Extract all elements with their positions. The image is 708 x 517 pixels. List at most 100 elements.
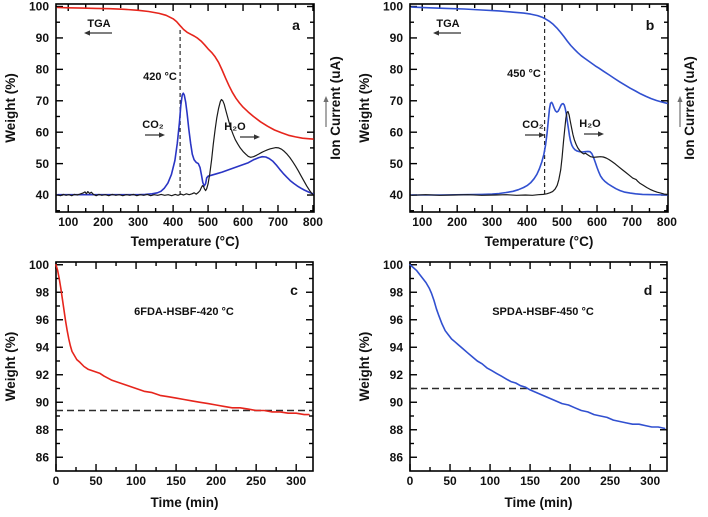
temp-annotation: 450 °C [507,68,541,80]
h2o-ion-current-curve [57,98,314,197]
panel-letter: a [292,17,300,33]
x-tick-label: 600 [587,215,607,229]
x-axis-title: Temperature (°C) [131,234,240,249]
x-tick-label: 800 [303,215,323,229]
y-tick-label: 100 [29,0,49,14]
y-tick-label: 90 [390,31,404,45]
y-tick-label: 40 [36,188,50,202]
plot-frame [55,3,315,213]
plot-frame [409,261,668,472]
panel-letter: b [646,17,655,33]
co2-label: CO₂ [142,119,164,131]
x-tick-label: 200 [93,215,113,229]
x-tick-label: 800 [657,215,677,229]
co2-ion-current-curve [56,92,314,196]
y-tick-label: 60 [36,125,50,139]
plot-frame [409,3,669,213]
panel-c-plot: 0 50 100 150 200 250 300 86 88 90 92 94 96 98 100 Time … [3,258,314,510]
y-tick-label: 80 [36,63,50,77]
temp-annotation: 420 °C [143,71,177,83]
tga-left-arrow-head [433,30,439,36]
y-tick-label: 100 [383,0,403,14]
y-tick-label: 96 [36,313,50,327]
y-tick-label: 100 [383,258,403,272]
x-tick-label: 0 [53,474,60,488]
tga-label: TGA [436,18,459,30]
h2o-label: H₂O [579,118,601,130]
y-tick-label: 40 [390,188,404,202]
x-tick-label: 100 [126,474,146,488]
x-tick-label: 250 [600,474,620,488]
y-tick-label: 92 [390,368,404,382]
h2o-right-arrow-head [254,134,260,140]
panel-a-plot: 100 200 300 400 500 600 700 800 40 50 60 70 80 90 100 T… [3,0,343,249]
co2-right-arrow-head [539,132,545,138]
y-tick-label: 86 [36,450,50,464]
x-tick-label: 50 [89,474,103,488]
y-tick-label: 50 [36,157,50,171]
y-tick-label: 50 [390,157,404,171]
y-tick-label: 96 [390,313,404,327]
x-tick-label: 500 [552,215,572,229]
tga-weight-curve [410,6,668,105]
co2-right-arrow-head [159,132,165,138]
x-tick-label: 150 [166,474,186,488]
x-axis-title: Time (min) [504,495,572,510]
co2-label: CO₂ [522,119,544,131]
y-tick-label: 100 [29,258,49,272]
y-tick-label: 70 [36,94,50,108]
y-axis-title-right: Ion Current (uA) [682,56,697,160]
x-tick-label: 100 [58,215,78,229]
x-tick-label: 300 [482,215,502,229]
y-tick-label: 94 [390,340,404,354]
x-tick-label: 100 [412,215,432,229]
x-tick-label: 700 [268,215,288,229]
panel-b-plot: 100 200 300 400 500 600 700 800 40 50 60 70 80 90 100 T… [357,0,697,249]
x-tick-label: 500 [198,215,218,229]
x-tick-label: 400 [517,215,537,229]
h2o-ion-current-curve [411,110,668,196]
x-tick-label: 300 [640,474,660,488]
x-tick-label: 400 [163,215,183,229]
x-axis-title: Temperature (°C) [485,234,594,249]
y-axis-title-right: Ion Current (uA) [328,56,343,160]
x-tick-label: 250 [246,474,266,488]
x-tick-label: 100 [480,474,500,488]
isothermal-weight-curve [409,264,666,430]
y-tick-label: 80 [390,63,404,77]
x-tick-label: 150 [520,474,540,488]
y-tick-label: 92 [36,368,50,382]
y-tick-label: 88 [36,423,50,437]
panel-letter: c [290,282,298,298]
h2o-right-arrow-head [598,131,604,137]
ion-current-up-arrow-head [323,96,329,102]
x-axis-title: Time (min) [150,495,218,510]
sample-label: 6FDA-HSBF-420 °C [134,306,234,318]
y-tick-label: 98 [390,285,404,299]
y-axis-title: Weight (%) [357,73,372,143]
x-tick-label: 700 [622,215,642,229]
y-tick-label: 86 [390,450,404,464]
y-tick-label: 90 [390,395,404,409]
x-tick-label: 300 [128,215,148,229]
x-tick-label: 300 [286,474,306,488]
plot-frame [55,261,314,472]
ion-current-up-arrow-head [677,96,683,102]
x-tick-label: 600 [233,215,253,229]
x-tick-label: 0 [407,474,414,488]
isothermal-weight-curve [55,264,310,416]
y-axis-title: Weight (%) [357,332,372,402]
y-axis-title: Weight (%) [3,332,18,402]
sample-label: SPDA-HSBF-450 °C [492,306,594,318]
x-tick-label: 200 [206,474,226,488]
tga-left-arrow-head [84,30,90,36]
y-tick-label: 94 [36,340,50,354]
y-tick-label: 70 [390,94,404,108]
y-tick-label: 90 [36,395,50,409]
y-tick-label: 90 [36,31,50,45]
h2o-label: H₂O [224,121,246,133]
tga-label: TGA [87,18,110,30]
y-axis-title: Weight (%) [3,73,18,143]
x-tick-label: 200 [560,474,580,488]
y-tick-label: 88 [390,423,404,437]
